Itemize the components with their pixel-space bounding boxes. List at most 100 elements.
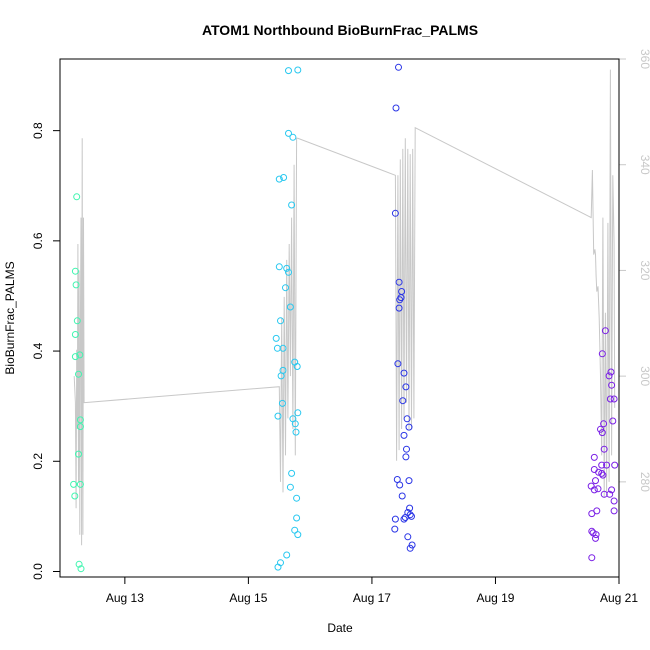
y2-tick-label: 360 (638, 49, 650, 69)
data-point-series-1 (76, 480, 84, 488)
data-point-series-4 (605, 372, 613, 380)
data-point-series-4 (608, 486, 616, 494)
data-point-series-2 (285, 67, 292, 75)
data-point-series-2 (285, 268, 292, 276)
data-point-series-3 (402, 453, 410, 461)
data-point-series-2 (294, 531, 302, 539)
data-point-series-1 (75, 450, 82, 458)
y-tick-label: 0.0 (31, 563, 45, 580)
data-point-series-4 (599, 471, 607, 479)
data-point-series-4 (611, 461, 619, 469)
data-point-series-3 (395, 278, 403, 286)
data-point-series-2 (294, 409, 302, 417)
data-point-series-3 (408, 512, 415, 520)
data-point-series-3 (395, 304, 403, 312)
data-point-series-4 (588, 510, 596, 518)
data-point-series-2 (277, 317, 284, 325)
x-tick-label: Aug 21 (600, 591, 638, 605)
x-tick-label: Aug 17 (353, 591, 391, 605)
data-point-series-2 (274, 412, 282, 420)
data-point-series-2 (288, 201, 296, 209)
data-point-series-4 (608, 381, 616, 389)
data-point-series-3 (400, 515, 408, 523)
data-point-series-1 (72, 281, 80, 289)
data-point-series-3 (402, 383, 410, 391)
data-point-series-4 (607, 368, 615, 376)
data-point-series-4 (588, 527, 596, 535)
y2-tick-label: 320 (638, 260, 650, 280)
data-point-series-1 (71, 267, 79, 275)
data-point-series-2 (274, 563, 282, 571)
data-point-series-2 (293, 494, 301, 502)
data-point-series-4 (598, 461, 606, 469)
axes-layer: Aug 13 Aug 15 Aug 17 Aug 19 Aug 21 0.0 0.2 0.4 0… (31, 49, 650, 605)
x-axis-label: Date (327, 621, 353, 635)
secondary-line-layer (73, 69, 616, 546)
data-point-series-1 (71, 331, 79, 338)
data-point-series-4 (601, 327, 609, 335)
data-point-series-4 (606, 395, 614, 403)
data-point-series-3 (406, 504, 414, 512)
data-point-series-3 (391, 209, 399, 217)
y2-tick-label: 340 (638, 155, 650, 175)
y-tick-label: 0.4 (31, 342, 45, 359)
y2-tick-label: 280 (638, 472, 650, 492)
data-point-series-3 (391, 525, 399, 533)
data-point-series-2 (278, 399, 286, 407)
secondary-series-line (73, 69, 616, 546)
data-point-series-2 (293, 363, 301, 370)
data-point-series-4 (598, 429, 606, 437)
data-point-series-3 (403, 445, 410, 453)
data-point-series-1 (71, 492, 79, 500)
data-point-series-3 (395, 63, 402, 71)
data-point-series-4 (588, 554, 596, 562)
data-point-series-2 (288, 469, 296, 477)
data-point-series-2 (285, 129, 292, 137)
data-point-series-2 (283, 551, 291, 559)
scatter-points-layer (70, 63, 619, 573)
data-point-series-4 (609, 417, 617, 425)
y2-tick-label: 300 (638, 366, 650, 386)
data-point-series-3 (399, 397, 407, 405)
data-point-series-4 (592, 477, 599, 485)
data-point-series-3 (391, 515, 399, 523)
data-point-series-2 (275, 175, 283, 183)
data-point-series-2 (275, 263, 283, 271)
data-point-series-1 (70, 480, 78, 488)
data-point-series-2 (277, 372, 285, 380)
data-point-series-1 (77, 565, 85, 573)
data-point-series-2 (286, 483, 294, 491)
data-point-series-3 (394, 360, 402, 368)
data-point-series-2 (286, 303, 294, 311)
data-point-series-2 (282, 284, 289, 292)
data-point-series-4 (592, 534, 599, 542)
data-point-series-4 (594, 485, 602, 493)
data-point-series-3 (403, 415, 411, 423)
data-point-series-2 (293, 514, 301, 522)
data-point-series-4 (590, 486, 598, 494)
data-point-series-1 (71, 353, 79, 361)
data-point-series-3 (392, 104, 400, 112)
data-point-series-4 (600, 420, 608, 428)
data-point-series-4 (590, 453, 598, 461)
data-point-series-4 (598, 469, 606, 477)
data-point-series-1 (76, 351, 84, 359)
y-tick-label: 0.8 (31, 122, 45, 139)
data-point-series-2 (283, 264, 291, 272)
data-point-series-1 (73, 193, 81, 201)
x-tick-label: Aug 13 (106, 591, 144, 605)
data-point-series-3 (405, 423, 413, 431)
x-tick-label: Aug 19 (476, 591, 514, 605)
data-point-series-2 (272, 334, 280, 342)
data-point-series-1 (76, 423, 84, 431)
data-point-series-3 (396, 296, 404, 304)
data-point-series-3 (398, 492, 406, 500)
data-point-series-4 (600, 490, 608, 498)
data-point-series-3 (396, 481, 404, 489)
data-point-series-3 (404, 533, 412, 541)
data-point-series-1 (75, 370, 82, 378)
data-point-series-3 (400, 369, 408, 377)
data-point-series-2 (279, 344, 287, 352)
data-point-series-4 (610, 497, 618, 505)
